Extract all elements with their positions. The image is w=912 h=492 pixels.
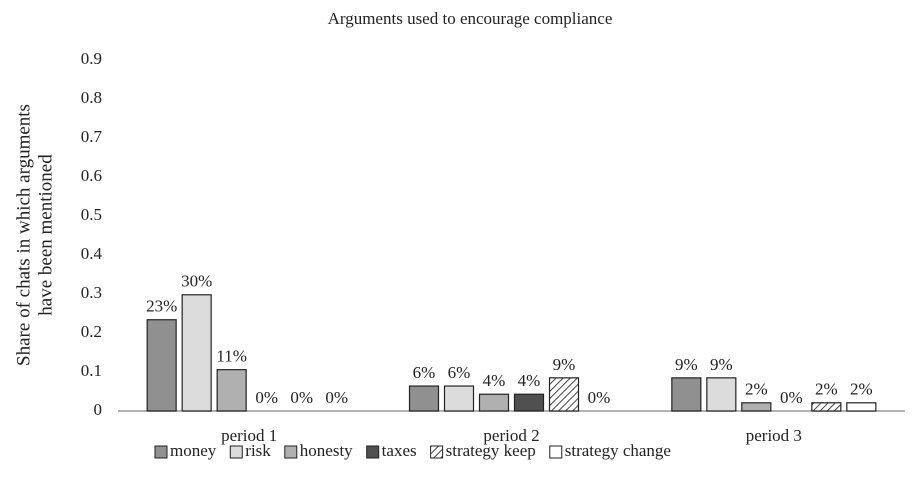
value-label: 6%: [448, 363, 471, 382]
y-axis-label: have been mentioned: [35, 154, 56, 316]
y-tick-label: 0.9: [81, 49, 102, 68]
y-tick-label: 0.8: [81, 88, 102, 107]
bar: [811, 402, 842, 412]
legend-label: honesty: [300, 441, 353, 460]
y-tick-label: 0.5: [81, 205, 102, 224]
bar: [478, 393, 510, 412]
y-tick-label: 0.3: [81, 283, 102, 302]
value-label: 2%: [745, 380, 768, 399]
y-tick-label: 0.6: [81, 166, 102, 185]
y-tick-label: 0.7: [81, 127, 103, 146]
y-tick-label: 0.4: [81, 244, 103, 263]
bar: [671, 377, 702, 412]
value-label: 11%: [216, 347, 247, 366]
legend-swatch: [154, 445, 168, 459]
x-tick-label: period 2: [483, 426, 539, 445]
legend-swatch: [430, 445, 444, 459]
chart-title: Arguments used to encourage compliance: [328, 9, 613, 28]
bar: [741, 402, 772, 412]
value-label: 2%: [815, 380, 838, 399]
bar: [846, 402, 877, 412]
value-label: 2%: [850, 380, 873, 399]
legend-label: strategy keep: [446, 441, 536, 460]
x-tick-label: period 3: [746, 426, 802, 445]
value-label: 9%: [675, 355, 698, 374]
value-label: 4%: [483, 371, 506, 390]
value-label: 6%: [413, 363, 436, 382]
y-tick-label: 0.2: [81, 322, 102, 341]
value-label: 30%: [181, 272, 212, 291]
bar: [548, 377, 580, 412]
legend-swatch: [549, 445, 563, 459]
legend-swatch: [366, 445, 380, 459]
value-label: 0%: [780, 388, 803, 407]
legend-label: money: [170, 441, 217, 460]
value-label: 0%: [290, 388, 313, 407]
bar: [513, 393, 545, 412]
legend-swatch: [284, 445, 298, 459]
legend-label: risk: [245, 441, 271, 460]
y-axis-label: Share of chats in which arguments: [13, 104, 34, 366]
x-tick-label: period 1: [221, 426, 277, 445]
bar: [216, 369, 247, 412]
value-label: 4%: [518, 371, 541, 390]
value-label: 23%: [146, 297, 177, 316]
legend-label: strategy change: [565, 441, 671, 460]
bar: [146, 319, 177, 412]
y-tick-label: 0: [94, 400, 103, 419]
bar: [443, 385, 475, 412]
legend-swatch: [229, 445, 243, 459]
bar: [408, 385, 440, 412]
value-label: 0%: [325, 388, 348, 407]
value-label: 0%: [255, 388, 278, 407]
bar: [181, 294, 212, 412]
legend-label: taxes: [382, 441, 417, 460]
value-label: 9%: [553, 355, 576, 374]
value-label: 0%: [588, 388, 611, 407]
bar: [706, 377, 737, 412]
value-label: 9%: [710, 355, 733, 374]
y-tick-label: 0.1: [81, 361, 102, 380]
